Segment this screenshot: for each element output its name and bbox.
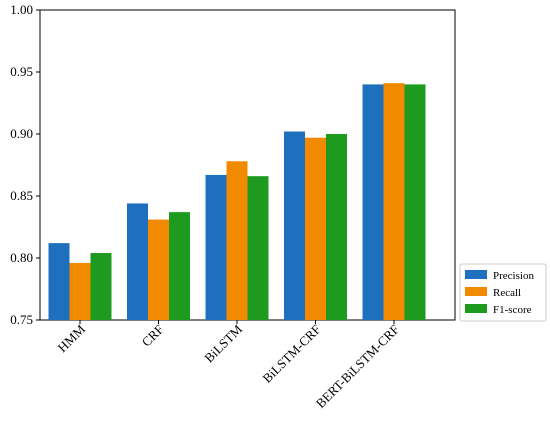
y-tick-label: 0.90 bbox=[10, 126, 33, 141]
bar bbox=[169, 212, 190, 320]
bar bbox=[247, 176, 269, 320]
bar bbox=[205, 174, 227, 320]
x-tick-label: HMM bbox=[55, 321, 89, 355]
legend-label: F1-score bbox=[493, 304, 532, 316]
bar bbox=[326, 134, 347, 320]
bar bbox=[226, 161, 248, 320]
x-tick-label: BiLSTM bbox=[201, 321, 245, 365]
legend-swatch bbox=[465, 287, 487, 296]
bar bbox=[148, 219, 169, 320]
legend-swatch bbox=[465, 270, 487, 279]
y-tick-label: 0.80 bbox=[10, 250, 33, 265]
bar bbox=[305, 137, 326, 320]
bar bbox=[404, 84, 426, 321]
y-tick-label: 1.00 bbox=[10, 2, 33, 17]
bar bbox=[69, 262, 91, 320]
bar bbox=[284, 131, 305, 320]
y-tick-label: 0.75 bbox=[10, 312, 33, 327]
x-tick-label: BERT-BiLSTM-CRF bbox=[313, 322, 402, 411]
legend-label: Precision bbox=[493, 270, 534, 282]
y-tick-label: 0.95 bbox=[10, 64, 33, 79]
legend-swatch bbox=[465, 304, 487, 313]
y-tick-label: 0.85 bbox=[10, 188, 33, 203]
bar bbox=[383, 83, 405, 320]
bar bbox=[48, 243, 70, 320]
legend-label: Recall bbox=[493, 287, 521, 299]
bar bbox=[127, 203, 148, 320]
bar bbox=[90, 253, 112, 320]
x-tick-label: CRF bbox=[139, 322, 167, 350]
bar bbox=[362, 84, 384, 321]
x-tick-label: BiLSTM-CRF bbox=[259, 322, 323, 386]
